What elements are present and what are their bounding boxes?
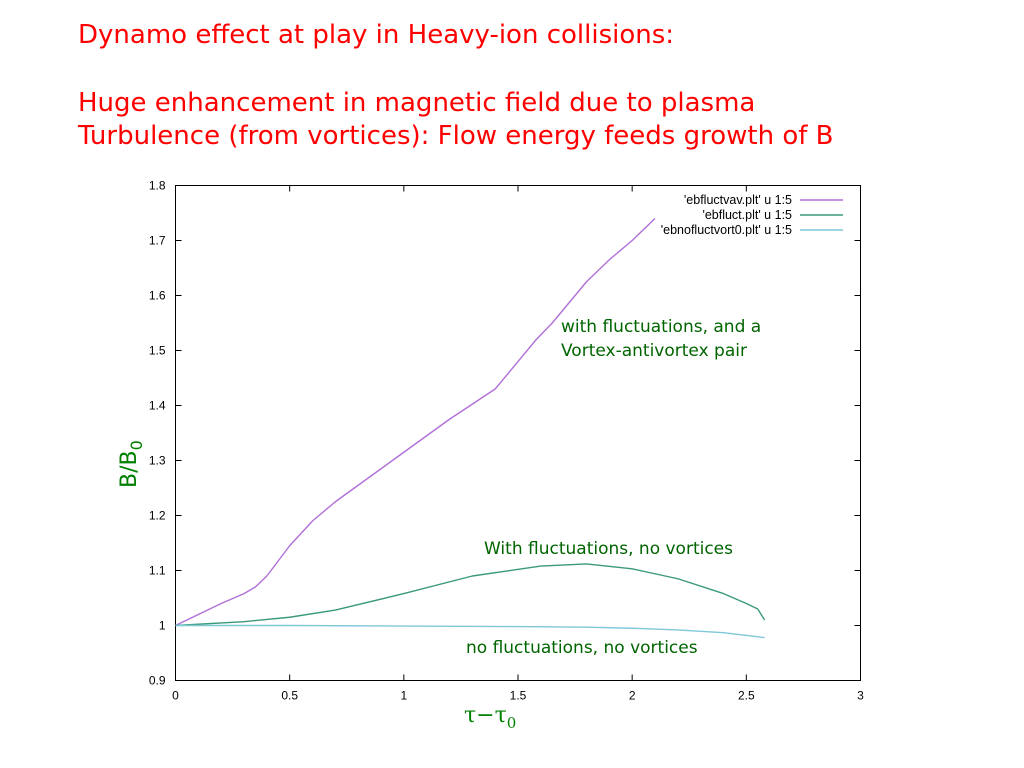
y-axis-label: B/B0	[117, 440, 146, 488]
series-line-2	[175, 563, 766, 627]
x-tick-label: 1.5	[510, 689, 527, 703]
y-tick-label: 1.4	[149, 399, 166, 413]
y-tick-label: 1.2	[149, 509, 166, 523]
annotation-vortex-line1: with fluctuations, and a	[561, 317, 761, 337]
legend-label-3: 'ebnofluctvort0.plt' u 1:5	[661, 223, 792, 237]
x-tick-label: 2.5	[738, 689, 755, 703]
y-tick-label: 1.7	[149, 234, 166, 248]
x-axis-label-sub: 0	[507, 714, 517, 732]
annotation-fluct: With fluctuations, no vortices	[484, 539, 733, 559]
y-tick-label: 1.1	[149, 564, 166, 578]
slide-title-line-3: Turbulence (from vortices): Flow energy …	[78, 121, 834, 151]
plot-frame	[175, 185, 861, 681]
x-tick-label: 1	[400, 689, 407, 703]
slide-title-line-1: Dynamo effect at play in Heavy-ion colli…	[78, 20, 675, 50]
y-axis-label-sub: 0	[127, 440, 146, 450]
y-tick-label: 0.9	[149, 674, 166, 688]
x-tick-label: 3	[857, 689, 864, 703]
x-tick-label: 2	[629, 689, 636, 703]
x-tick-label: 0.5	[281, 689, 298, 703]
legend-label-1: 'ebfluctvav.plt' u 1:5	[684, 193, 792, 207]
x-axis-label-main: τ−τ	[464, 703, 507, 728]
legend: 'ebfluctvav.plt' u 1:5'ebfluct.plt' u 1:…	[661, 193, 843, 237]
series-group	[175, 217, 766, 639]
legend-label-2: 'ebfluct.plt' u 1:5	[702, 208, 792, 222]
y-tick-label: 1.3	[149, 454, 166, 468]
y-tick-label: 1	[159, 619, 166, 633]
series-line-3	[175, 624, 765, 639]
slide-title-line-2: Huge enhancement in magnetic field due t…	[78, 88, 756, 118]
y-axis-label-main: B/B	[117, 450, 142, 488]
y-tick-label: 1.6	[149, 289, 166, 303]
axis-ticks: 0.9 1 1.1 1.2 1.3 1.4 1.5 1.6 1.7 1.8 0 0.5 1 1.5 2 2.5…	[149, 179, 864, 703]
y-tick-label: 1.5	[149, 344, 166, 358]
series-line-1	[175, 217, 656, 627]
annotation-nofluct: no fluctuations, no vortices	[466, 638, 698, 658]
y-tick-label: 1.8	[149, 179, 166, 193]
x-axis-label: τ−τ0	[464, 703, 516, 732]
x-tick-label: 0	[172, 689, 179, 703]
annotation-vortex-line2: Vortex-antivortex pair	[561, 341, 747, 361]
